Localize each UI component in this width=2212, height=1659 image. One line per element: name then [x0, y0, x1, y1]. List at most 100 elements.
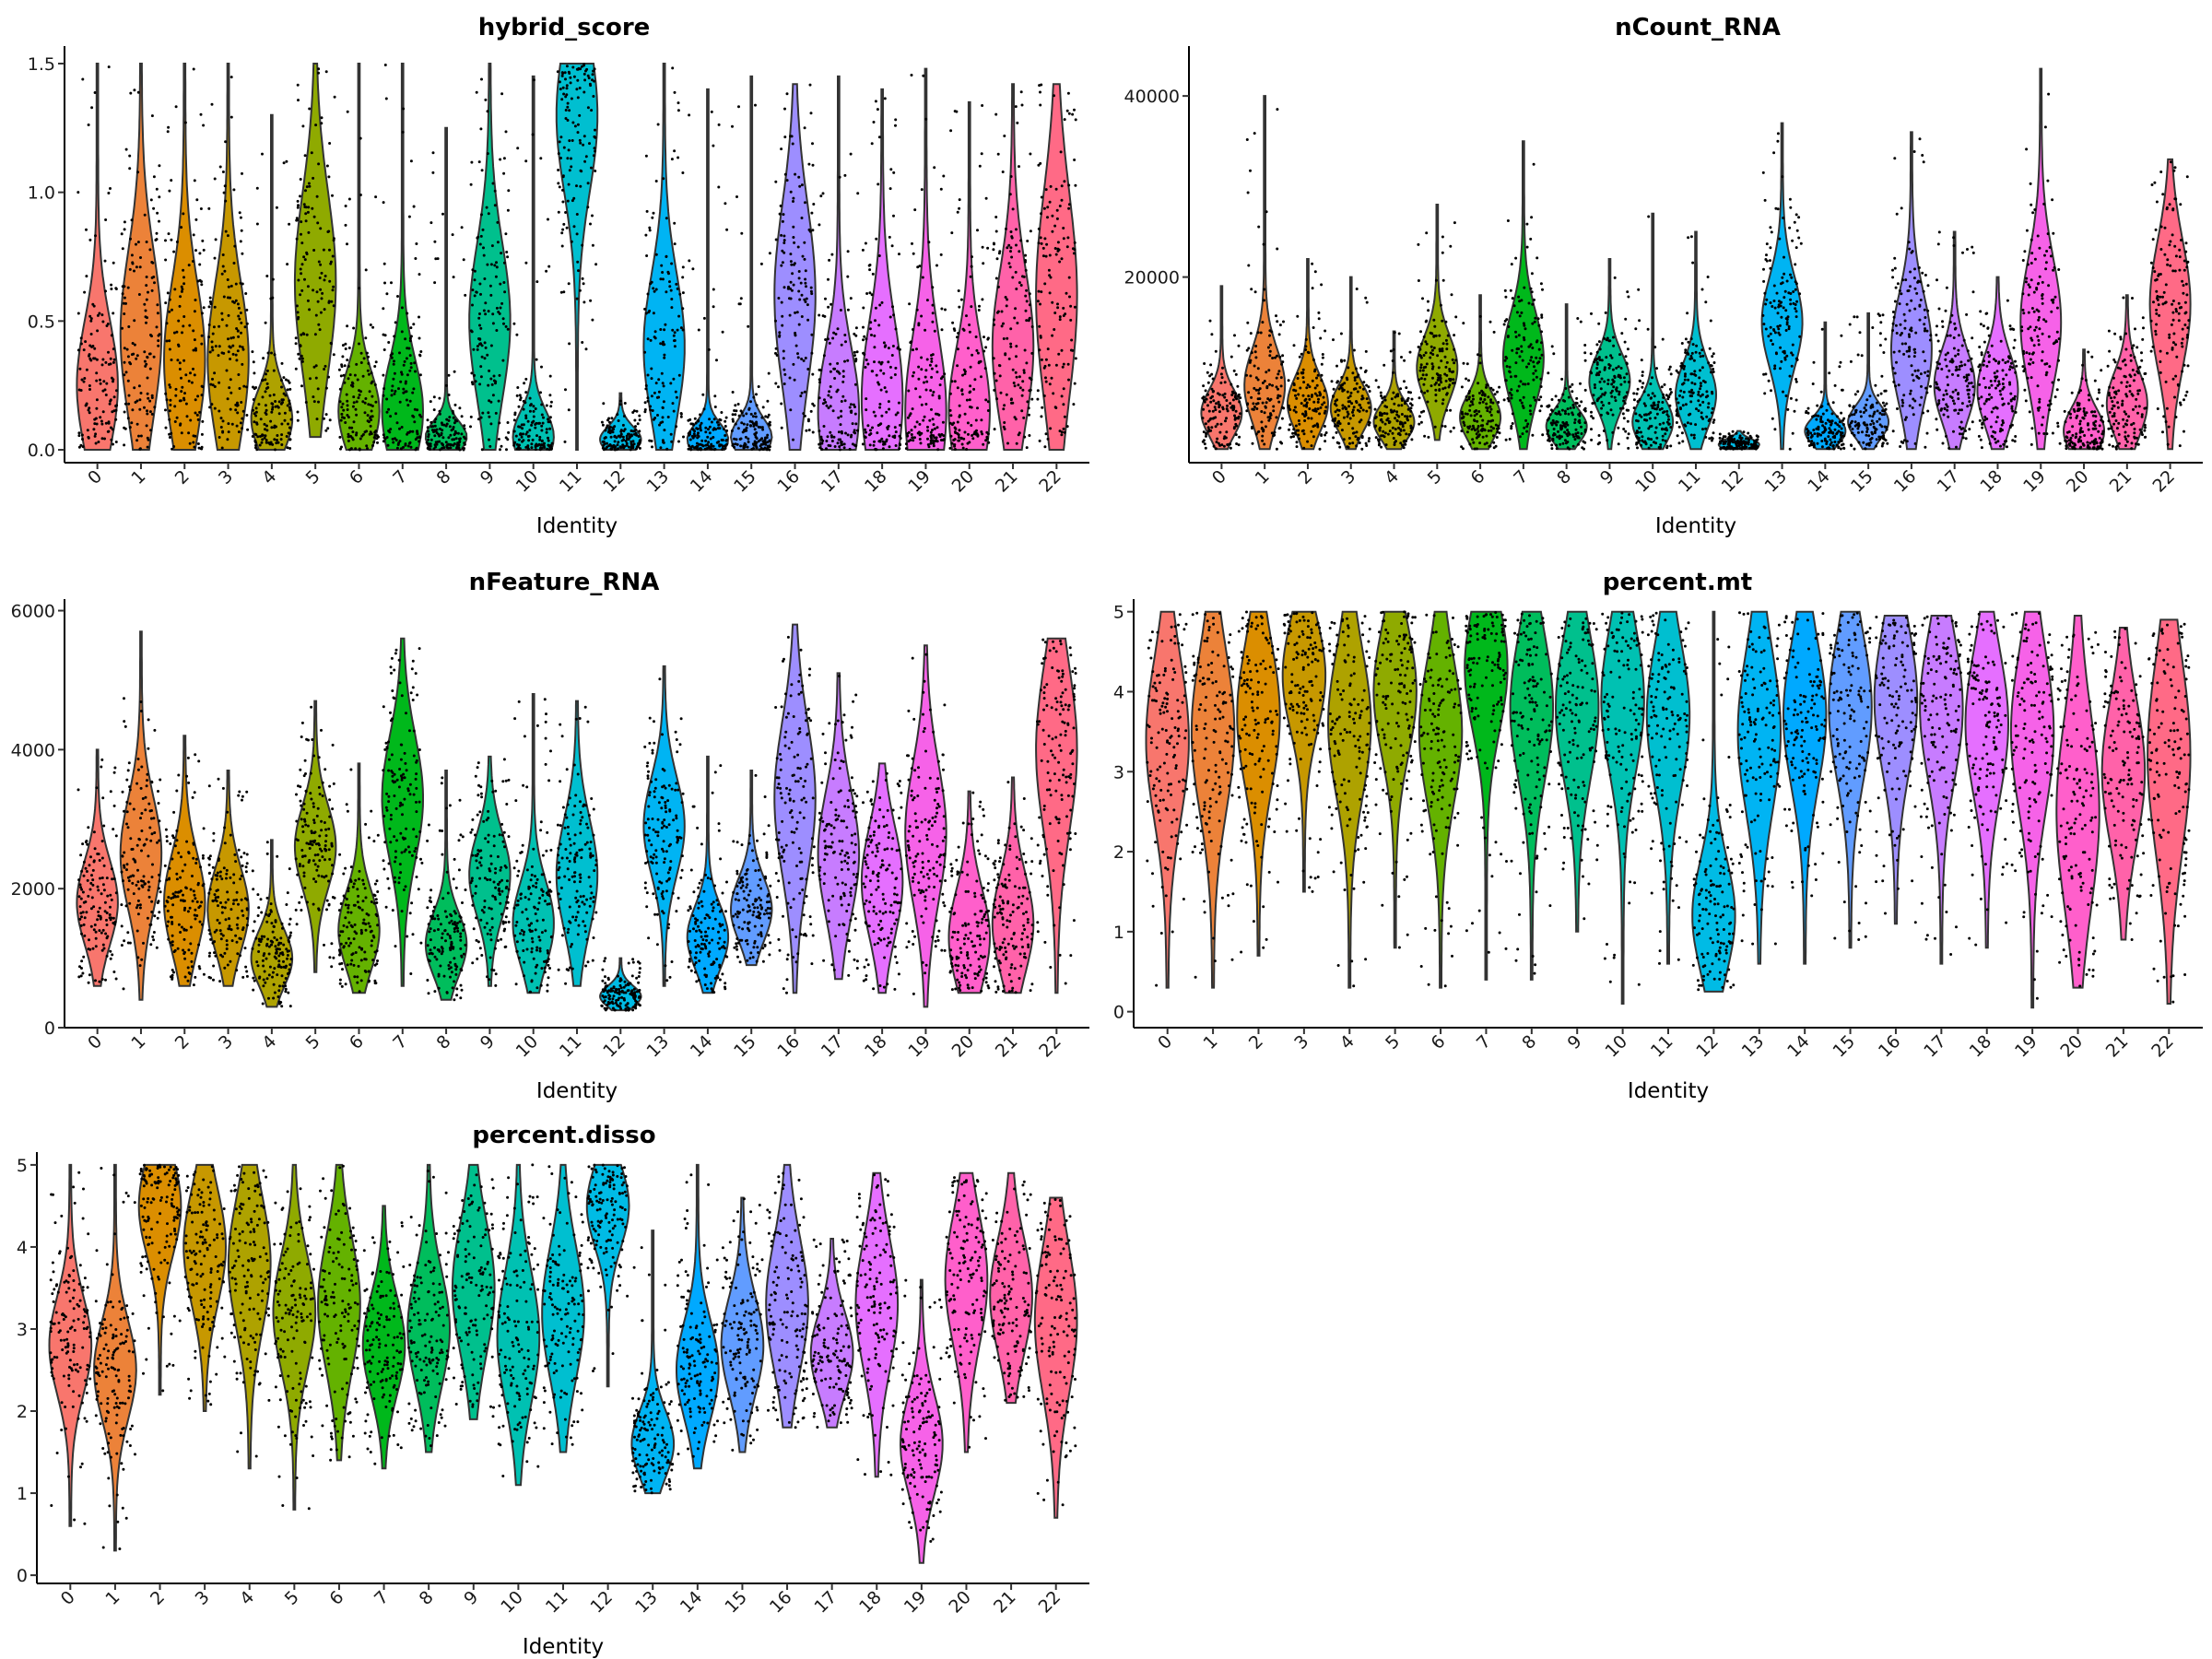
- x-tick-label: 8: [433, 1031, 455, 1053]
- points-cluster-16: [1874, 616, 1918, 924]
- jitter-points: [2102, 627, 2146, 941]
- violin-cluster-11: [541, 1163, 585, 1453]
- points-cluster-11: [1646, 611, 1690, 965]
- x-tick-label: 22: [1035, 466, 1065, 497]
- points-cluster-22: [1034, 1198, 1077, 1507]
- violin-cluster-4: [1372, 330, 1416, 451]
- jitter-points: [407, 1170, 451, 1448]
- x-tick-label: 11: [556, 1031, 586, 1062]
- points-cluster-2: [1287, 262, 1328, 451]
- x-tick-label: 2: [1294, 466, 1316, 488]
- violin-cluster-1: [119, 630, 163, 1001]
- x-tick-label: 10: [512, 466, 543, 497]
- violin-cluster-11: [555, 700, 599, 987]
- points-cluster-12: [1691, 638, 1735, 992]
- jitter-points: [294, 67, 336, 432]
- jitter-points: [818, 152, 860, 452]
- violin-cluster-19: [904, 644, 947, 1008]
- jitter-points: [1675, 235, 1716, 445]
- jitter-points: [631, 1246, 675, 1495]
- points-cluster-1: [1191, 611, 1235, 979]
- violin-cluster-20: [947, 100, 992, 451]
- x-tick-label: 20: [948, 466, 979, 497]
- jitter-points: [1977, 299, 2018, 450]
- jitter-points: [1783, 612, 1827, 898]
- points-cluster-8: [1510, 612, 1553, 975]
- points-cluster-19: [900, 1278, 943, 1543]
- x-tick-label: 21: [2102, 1031, 2133, 1062]
- violin-cluster-19: [2009, 610, 2055, 1009]
- x-axis-title: Identity: [523, 1635, 604, 1659]
- violin-cluster-16: [1873, 615, 1919, 925]
- violin-cluster-6: [1418, 610, 1464, 989]
- points-cluster-2: [164, 67, 206, 451]
- points-cluster-12: [1718, 429, 1759, 451]
- jitter-points: [1146, 613, 1189, 987]
- violin-cluster-14: [1783, 610, 1828, 965]
- violin-cluster-3: [206, 63, 250, 451]
- points-cluster-4: [1327, 615, 1371, 988]
- y-tick-label: 2000: [11, 879, 55, 900]
- panel-title: percent.mt: [1603, 569, 1752, 596]
- violin-cluster-14: [686, 755, 730, 994]
- x-tick-label: 7: [389, 1031, 411, 1053]
- violin-cluster-10: [496, 1163, 541, 1487]
- violin-cluster-18: [860, 762, 904, 994]
- points-cluster-5: [294, 705, 336, 969]
- points-cluster-14: [1805, 327, 1846, 451]
- points-cluster-9: [1556, 617, 1599, 921]
- jitter-points: [643, 66, 685, 451]
- points-cluster-16: [774, 83, 816, 441]
- y-tick-label: 3: [1113, 762, 1124, 782]
- jitter-points: [426, 776, 467, 1002]
- x-tick-label: 9: [1596, 466, 1618, 488]
- points-cluster-19: [904, 74, 947, 452]
- jitter-points: [228, 1165, 271, 1458]
- y-tick-label: 1.0: [28, 183, 55, 204]
- jitter-points: [120, 697, 162, 991]
- jitter-points: [1373, 610, 1417, 949]
- points-cluster-15: [721, 1197, 764, 1452]
- violin-cluster-15: [720, 1196, 765, 1453]
- jitter-points: [1201, 319, 1242, 451]
- jitter-points: [452, 1173, 495, 1418]
- jitter-points: [774, 635, 816, 994]
- points-cluster-16: [774, 635, 816, 994]
- violin-cluster-10: [512, 693, 555, 994]
- x-tick-label: 14: [1804, 466, 1834, 497]
- violin-cluster-21: [991, 83, 1035, 451]
- points-cluster-15: [732, 773, 772, 964]
- jitter-points: [1556, 617, 1599, 921]
- jitter-points: [732, 773, 772, 964]
- x-tick-label: 19: [2019, 466, 2050, 497]
- jitter-points: [207, 76, 250, 450]
- points-cluster-8: [1546, 317, 1587, 451]
- points-cluster-6: [1460, 314, 1501, 451]
- x-tick-label: 14: [687, 1031, 717, 1062]
- y-tick-label: 1: [1113, 923, 1124, 943]
- violin-cluster-7: [1464, 610, 1509, 981]
- jitter-points: [49, 1171, 92, 1525]
- x-tick-label: 5: [281, 1587, 303, 1609]
- panel-title: nCount_RNA: [1615, 14, 1781, 41]
- jitter-points: [818, 675, 859, 977]
- violin-cluster-21: [2105, 294, 2148, 451]
- jitter-points: [1919, 615, 1962, 956]
- points-cluster-4: [251, 152, 293, 452]
- x-tick-label: 11: [556, 466, 586, 497]
- points-cluster-16: [1891, 137, 1933, 449]
- violin-cluster-13: [1760, 122, 1804, 451]
- x-tick-label: 13: [642, 466, 673, 497]
- points-cluster-0: [76, 65, 119, 449]
- x-tick-label: 4: [258, 1031, 280, 1053]
- x-tick-label: 10: [1601, 1031, 1631, 1062]
- x-tick-label: 17: [1920, 1031, 1950, 1062]
- points-cluster-12: [600, 957, 641, 1012]
- violin-cluster-21: [2100, 627, 2147, 941]
- points-cluster-12: [600, 399, 641, 452]
- x-tick-label: 19: [904, 1031, 935, 1062]
- violin-cluster-0: [1145, 610, 1190, 989]
- y-tick-label: 4: [1113, 682, 1124, 702]
- jitter-points: [2020, 92, 2062, 446]
